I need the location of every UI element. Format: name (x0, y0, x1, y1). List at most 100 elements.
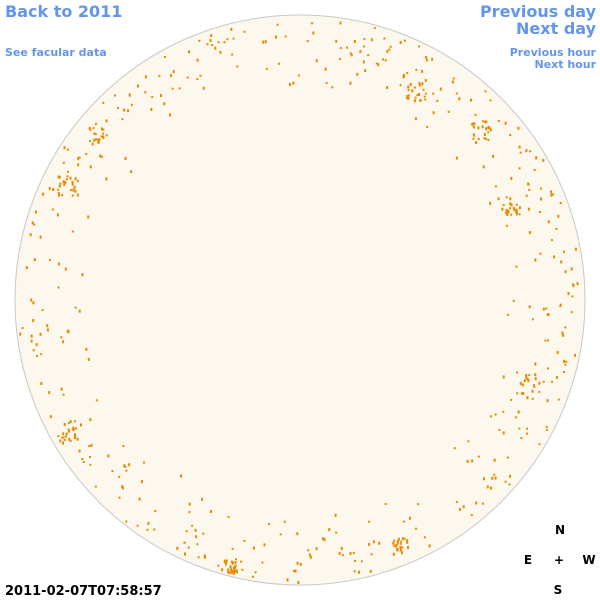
facula (72, 188, 75, 192)
facula (472, 137, 475, 140)
facula (105, 134, 108, 137)
facula (396, 548, 399, 552)
facula (107, 454, 110, 458)
back-link[interactable]: Back to 2011 (5, 2, 122, 21)
facula (89, 418, 92, 422)
facula (508, 483, 511, 486)
facula (520, 392, 523, 395)
facula (546, 313, 549, 316)
facula (546, 399, 549, 403)
facula (235, 558, 237, 561)
facula (35, 343, 38, 347)
facula (368, 520, 371, 523)
facula (63, 183, 66, 186)
facula (19, 332, 22, 336)
facula (528, 189, 531, 191)
facula (296, 532, 299, 536)
facula (494, 185, 497, 188)
facula (95, 399, 98, 402)
facula (519, 151, 522, 154)
facula (231, 561, 234, 564)
facula (66, 175, 69, 178)
facula (518, 206, 521, 210)
facula (143, 461, 145, 464)
facula (76, 193, 79, 197)
previous-hour-link[interactable]: Previous hour (510, 46, 597, 59)
facula (74, 177, 77, 181)
facula (550, 193, 553, 197)
facula (284, 35, 287, 38)
facular-link[interactable]: See facular data (5, 46, 107, 59)
facula (528, 374, 531, 377)
facula (81, 458, 84, 460)
facula (186, 76, 189, 79)
facula (94, 122, 97, 125)
facula (458, 97, 461, 101)
facula (483, 120, 486, 123)
facula (264, 40, 267, 44)
facula (231, 547, 234, 550)
facula (428, 544, 431, 548)
facula (411, 89, 414, 93)
facula (210, 510, 212, 513)
facula (489, 415, 492, 418)
facula (60, 387, 63, 391)
facula (339, 58, 341, 60)
facula (230, 568, 233, 572)
next-day-link[interactable]: Next day (516, 19, 597, 38)
facula (525, 374, 528, 378)
facula (328, 528, 331, 532)
facula (82, 460, 85, 463)
facula (518, 213, 521, 216)
facula (191, 524, 194, 527)
facula (30, 298, 33, 302)
facula (187, 546, 190, 549)
facula (370, 553, 373, 556)
facula (392, 552, 395, 556)
facula (48, 259, 51, 261)
facula (309, 555, 312, 559)
facula (88, 445, 91, 448)
facula (547, 367, 549, 370)
facula (265, 67, 268, 70)
facula (154, 510, 157, 512)
facula (363, 38, 366, 41)
facula (534, 362, 537, 366)
facula (360, 560, 363, 563)
facula (507, 211, 510, 214)
facula (58, 184, 61, 188)
facula (518, 167, 521, 170)
facula (525, 374, 528, 376)
facula (63, 423, 66, 426)
facula (64, 267, 67, 271)
facula (57, 262, 60, 266)
facula (102, 136, 105, 139)
facula (559, 303, 562, 306)
facula (407, 89, 410, 91)
previous-day-link[interactable]: Previous day (480, 2, 597, 21)
facula (487, 126, 490, 129)
facula (409, 83, 412, 86)
facula (510, 213, 513, 216)
facula (151, 96, 154, 99)
facula (331, 86, 334, 89)
facula (32, 349, 35, 352)
facula (292, 81, 295, 85)
next-hour-link[interactable]: Next hour (535, 58, 597, 71)
facula (485, 127, 488, 130)
facular-spots (19, 21, 579, 584)
facula (144, 91, 147, 94)
facula (407, 85, 410, 89)
facula (432, 111, 435, 115)
facula (217, 564, 220, 567)
facula (232, 570, 235, 572)
facula (494, 413, 497, 416)
facula (489, 128, 492, 132)
facula (315, 547, 318, 551)
facula (362, 60, 365, 64)
facula (147, 521, 150, 525)
facula (533, 386, 536, 388)
facula (240, 560, 243, 563)
facula (392, 542, 395, 545)
facula (415, 527, 417, 530)
